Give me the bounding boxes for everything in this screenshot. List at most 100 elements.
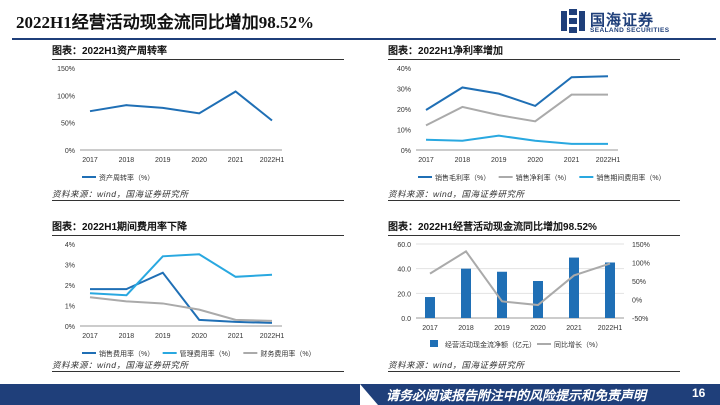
series-line <box>90 271 273 324</box>
chart-title-rule <box>388 235 680 236</box>
bar <box>533 281 543 318</box>
panel-expense-ratio: 图表：2022H1期间费用率下降 0% 1% 2% 3% 4% 2017 2018 2019 2… <box>52 218 352 378</box>
y-tick-label: 150% <box>57 66 75 73</box>
y-tick-label-right: 0% <box>632 298 642 305</box>
y-tick-label: 40% <box>397 66 411 73</box>
bar <box>461 268 471 318</box>
y-tick-label: 3% <box>65 263 75 270</box>
chart-source: 资料来源：wind，国海证券研究所 <box>52 189 189 199</box>
x-tick-label: 2018 <box>458 325 474 332</box>
chart-title: 图表：2022H1净利率增加 <box>388 46 504 57</box>
legend-label: 同比增长（%） <box>554 340 602 349</box>
bar <box>425 297 435 318</box>
series-line <box>429 250 611 307</box>
legend-swatch <box>430 340 438 347</box>
panel-asset-turnover: 图表：2022H1资产周转率 0% 50% 100% 150% 2017 2018 2019… <box>52 42 352 202</box>
x-tick-label: 2017 <box>418 157 434 164</box>
title-divider <box>12 38 716 40</box>
y-tick-label: 0% <box>65 148 75 155</box>
series-line <box>425 75 609 111</box>
chart-source: 资料来源：wind，国海证券研究所 <box>388 189 525 199</box>
y-tick-label: 100% <box>57 93 75 100</box>
bar <box>605 262 615 318</box>
x-tick-label: 2017 <box>82 333 98 340</box>
chart-source-rule <box>52 200 344 201</box>
y-tick-label-left: 20.0 <box>397 291 411 298</box>
y-tick-label: 50% <box>61 121 75 128</box>
panel-operating-cashflow: 图表：2022H1经营活动现金流同比增加98.52% 0.0 20.0 40.0 60… <box>388 218 688 378</box>
x-tick-label: 2017 <box>422 325 438 332</box>
y-tick-label: 1% <box>65 304 75 311</box>
x-tick-label: 2020 <box>530 325 546 332</box>
series-line <box>89 253 273 297</box>
legend-label: 销售净利率（%） <box>516 173 571 182</box>
legend-label: 销售费用率（%） <box>99 349 154 358</box>
chart-title: 图表：2022H1经营活动现金流同比增加98.52% <box>388 222 597 233</box>
brand-logo: 国海证券 SEALAND SECURITIES <box>560 7 716 37</box>
chart-source-rule <box>388 371 680 372</box>
legend-label: 财务费用率（%） <box>260 349 315 358</box>
logo-name-en: SEALAND SECURITIES <box>590 27 670 34</box>
y-tick-label: 30% <box>397 87 411 94</box>
legend-label: 销售毛利率（%） <box>435 173 490 182</box>
x-tick-label: 2020 <box>191 333 207 340</box>
x-tick-label: 2022H1 <box>260 333 285 340</box>
y-tick-label: 10% <box>397 128 411 135</box>
legend-label: 经营活动现金流净额（亿元） <box>445 340 536 349</box>
x-tick-label: 2017 <box>82 157 98 164</box>
y-tick-label: 4% <box>65 242 75 249</box>
x-tick-label: 2021 <box>564 157 580 164</box>
x-tick-label: 2021 <box>228 333 244 340</box>
sealand-logo-icon <box>561 9 585 33</box>
footer-slant <box>360 384 378 405</box>
bar <box>569 257 579 318</box>
x-tick-label: 2018 <box>119 157 135 164</box>
legend-label: 管理费用率（%） <box>180 349 235 358</box>
legend-label: 资产周转率（%） <box>99 173 154 182</box>
y-tick-label-right: 100% <box>632 261 650 268</box>
x-tick-label: 2021 <box>566 325 582 332</box>
series-line <box>89 296 273 322</box>
chart-source-rule <box>388 200 680 201</box>
chart-title-rule <box>52 235 344 236</box>
y-tick-label: 20% <box>397 107 411 114</box>
logo-name-cn: 国海证券 <box>590 12 655 29</box>
y-tick-label: 0% <box>401 148 411 155</box>
x-tick-label: 2019 <box>155 333 171 340</box>
x-tick-label: 2019 <box>155 157 171 164</box>
footer-disclaimer: 请务必阅读报告附注中的风险提示和免责声明 <box>386 388 647 403</box>
page-title: 2022H1经营活动现金流同比增加98.52% <box>16 13 314 32</box>
y-tick-label: 2% <box>65 283 75 290</box>
chart-title: 图表：2022H1期间费用率下降 <box>52 222 188 233</box>
y-tick-label-right: 50% <box>632 279 646 286</box>
chart-title: 图表：2022H1资产周转率 <box>52 46 168 57</box>
x-tick-label: 2022H1 <box>596 157 621 164</box>
x-tick-label: 2021 <box>228 157 244 164</box>
x-tick-label: 2018 <box>119 333 135 340</box>
bar <box>497 271 507 318</box>
chart-expense-ratio: 0% 1% 2% 3% 4% 2017 2018 2019 2020 2021 2022H1 销售费用… <box>65 242 316 358</box>
chart-net-margin: 0% 10% 20% 30% 40% 2017 2018 2019 2020 2021 2022H1… <box>397 66 666 182</box>
y-tick-label-right: -50% <box>632 316 648 323</box>
x-tick-label: 2022H1 <box>598 325 623 332</box>
chart-source: 资料来源：wind，国海证券研究所 <box>388 360 525 370</box>
chart-operating-cashflow: 0.0 20.0 40.0 60.0 -50% 0% 50% 100% 150% 2017 2018… <box>397 242 650 349</box>
series-line <box>425 134 608 145</box>
x-tick-label: 2019 <box>491 157 507 164</box>
x-tick-label: 2022H1 <box>260 157 285 164</box>
legend-label: 销售期间费用率（%） <box>596 173 665 182</box>
x-tick-label: 2018 <box>455 157 471 164</box>
y-tick-label-left: 60.0 <box>397 242 411 249</box>
x-tick-label: 2019 <box>494 325 510 332</box>
chart-source: 资料来源：wind，国海证券研究所 <box>52 360 189 370</box>
chart-asset-turnover: 0% 50% 100% 150% 2017 2018 2019 2020 2021 2022H1 资… <box>57 66 285 182</box>
x-tick-label: 2020 <box>191 157 207 164</box>
y-tick-label-right: 150% <box>632 242 650 249</box>
y-tick-label: 0% <box>65 324 75 331</box>
chart-title-rule <box>52 59 344 60</box>
series-line <box>89 90 273 122</box>
x-tick-label: 2020 <box>527 157 543 164</box>
page-number: 16 <box>692 386 706 400</box>
series-line <box>425 93 608 127</box>
chart-title-rule <box>388 59 680 60</box>
